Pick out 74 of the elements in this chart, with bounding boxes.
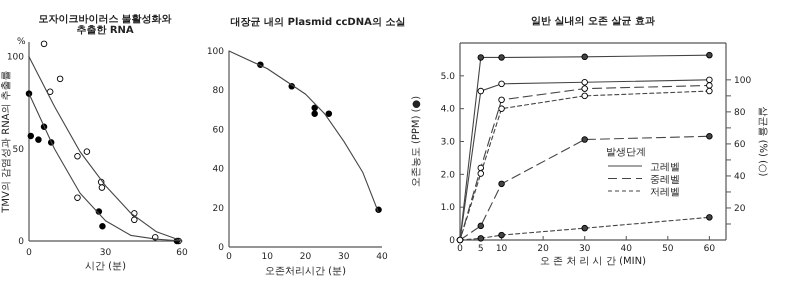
point <box>84 148 90 155</box>
x-tick-label: 20 <box>300 252 312 262</box>
point <box>35 136 42 143</box>
point <box>74 194 81 201</box>
point <box>99 223 106 230</box>
x-tick-label: 60 <box>704 244 716 254</box>
point <box>40 40 48 48</box>
y2-tick-label: 100 <box>734 76 752 86</box>
y2-axis-title: 살균율 (%) (○) <box>757 106 768 177</box>
point <box>131 216 138 224</box>
point <box>498 180 505 188</box>
point <box>311 110 318 117</box>
x-tick-label: 40 <box>376 252 388 262</box>
y-tick-label: 50 <box>12 144 24 155</box>
x-axis-title: 시간 (분) <box>85 261 126 272</box>
legend-label: 고레벨 <box>650 162 680 173</box>
point <box>581 224 588 232</box>
y-tick-label: 0 <box>449 236 456 246</box>
x-tick-label: 30 <box>578 244 591 254</box>
point <box>74 152 81 160</box>
point <box>478 222 484 230</box>
x-tick-label: 10 <box>496 244 508 254</box>
chart-title: 모자이크바이러스 불활성화와 추출한 RNA <box>38 14 172 36</box>
point <box>98 184 106 191</box>
y-tick-label: 40 <box>212 164 224 175</box>
y2-tick-label: 80 <box>734 108 746 118</box>
y-tick-label: 3.0 <box>440 138 456 148</box>
y-tick-label: 80 <box>212 86 224 96</box>
y-tick-label: 20 <box>212 204 224 214</box>
legend-title: 발생단계 <box>606 147 646 158</box>
legend-label: 저레벨 <box>650 187 680 198</box>
y2-tick-label: 60 <box>734 140 746 150</box>
x-tick-label: 30 <box>100 248 112 258</box>
x-tick-label: 20 <box>537 244 550 254</box>
y-tick-label: 4.0 <box>440 104 456 115</box>
point <box>28 132 34 140</box>
y-axis-title: TMV의 감염성과 RNA의 추출률 <box>1 70 12 214</box>
y-tick-label: 1.0 <box>440 203 456 214</box>
y2-tick-label: 20 <box>734 204 746 214</box>
point <box>478 54 484 61</box>
point <box>706 52 713 58</box>
y-axis-title: 오존농도 (PPM) (●) <box>411 96 422 188</box>
x-tick-label: 0 <box>226 252 232 262</box>
y-tick-label: 100 <box>206 47 224 57</box>
point <box>478 235 484 242</box>
x-tick-label: 60 <box>176 248 188 258</box>
y-tick-label: 0 <box>18 237 24 247</box>
x-tick-label: 50 <box>662 244 674 254</box>
y2-tick-label: 40 <box>734 172 746 182</box>
point <box>706 214 713 221</box>
point <box>498 54 505 61</box>
x-axis-title: 오존처리시간 (분) <box>265 266 346 277</box>
text: % <box>17 37 26 47</box>
x-axis-title: 오 존 처 리 시 간 (MIN) <box>540 256 646 267</box>
legend-label: 중레벨 <box>650 174 680 186</box>
chart-title: 대장균 내의 Plasmid ccDNA의 소실 <box>230 17 406 28</box>
point <box>706 132 713 140</box>
x-tick-label: 5 <box>478 244 484 254</box>
point <box>581 136 588 143</box>
y-tick-label: 60 <box>212 125 224 136</box>
point <box>498 232 505 238</box>
y-tick-label: 5.0 <box>440 72 456 82</box>
x-tick-label: 0 <box>457 244 464 254</box>
chart-title: 일반 실내의 오존 살균 효과 <box>531 16 655 27</box>
point <box>46 88 54 95</box>
point <box>56 76 64 82</box>
point <box>326 110 332 117</box>
x-tick-label: 10 <box>262 252 274 262</box>
y-tick-label: 100 <box>6 52 24 63</box>
y-tick-label: 2.0 <box>440 170 456 180</box>
x-tick-label: 0 <box>26 248 32 258</box>
x-tick-label: 40 <box>620 244 632 254</box>
x-tick-label: 30 <box>338 252 350 262</box>
point <box>581 54 588 60</box>
